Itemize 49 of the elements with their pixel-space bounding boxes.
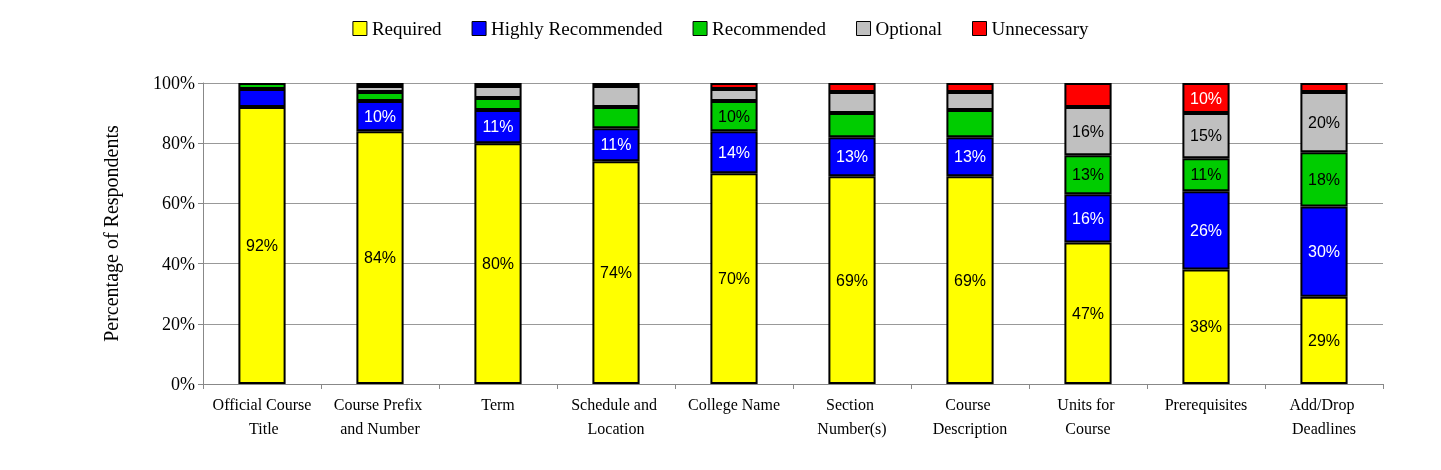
y-tick-label: 80% xyxy=(162,133,195,154)
data-label: 69% xyxy=(953,271,987,289)
x-tick-label: Course Prefix and Number xyxy=(333,395,427,437)
data-label: 70% xyxy=(717,270,751,288)
data-label: 13% xyxy=(835,148,869,166)
data-label: 18% xyxy=(1307,170,1341,188)
data-label: 10% xyxy=(717,107,751,125)
data-label: 69% xyxy=(835,271,869,289)
x-tick-label: Add/Drop Deadlines xyxy=(1289,395,1359,437)
x-tick-label: Official Course Title xyxy=(212,395,312,437)
x-tick-label: Course Description xyxy=(932,395,1008,438)
data-label: 30% xyxy=(1307,243,1341,261)
data-label: 13% xyxy=(953,148,987,166)
data-label: 38% xyxy=(1189,318,1223,336)
x-tick-label: Term xyxy=(481,395,516,413)
legend-label: Required xyxy=(371,18,443,39)
data-label: 92% xyxy=(245,237,279,255)
data-label: 80% xyxy=(481,255,515,273)
data-label: 10% xyxy=(363,107,397,125)
data-label: 15% xyxy=(1189,127,1223,145)
data-label: 47% xyxy=(1071,304,1105,322)
y-tick-label: 60% xyxy=(162,193,195,214)
legend-label: Optional xyxy=(875,18,943,39)
y-tick-label: 40% xyxy=(162,253,195,274)
legend-label: Unnecessary xyxy=(991,18,1090,39)
data-label: 74% xyxy=(599,264,633,282)
legend-label: Recommended xyxy=(712,18,827,39)
y-axis-title: Percentage of Respondents xyxy=(100,124,123,342)
data-label: 13% xyxy=(1071,166,1105,184)
data-label: 20% xyxy=(1307,113,1341,131)
data-label: 11% xyxy=(1190,166,1222,184)
data-label: 14% xyxy=(717,143,751,161)
x-tick-label: Units for Course xyxy=(1057,395,1119,437)
legend-label: Highly Recommended xyxy=(491,18,664,39)
data-label: 11% xyxy=(600,136,632,154)
data-label: 29% xyxy=(1307,331,1341,349)
data-label: 84% xyxy=(363,249,397,267)
y-tick-label: 20% xyxy=(162,313,195,334)
y-tick-label: 0% xyxy=(171,374,195,394)
x-tick-label: Schedule and Location xyxy=(571,395,661,437)
y-tick-label: 100% xyxy=(153,73,195,93)
x-tick-label: Prerequisites xyxy=(1164,395,1248,414)
data-label: 16% xyxy=(1071,209,1105,227)
x-tick-label: Section Number(s) xyxy=(817,395,887,438)
data-label: 16% xyxy=(1071,122,1105,140)
data-label: 11% xyxy=(482,118,514,136)
data-label: 26% xyxy=(1189,221,1223,239)
data-label: 10% xyxy=(1189,89,1223,107)
x-tick-label: College Name xyxy=(688,395,780,414)
